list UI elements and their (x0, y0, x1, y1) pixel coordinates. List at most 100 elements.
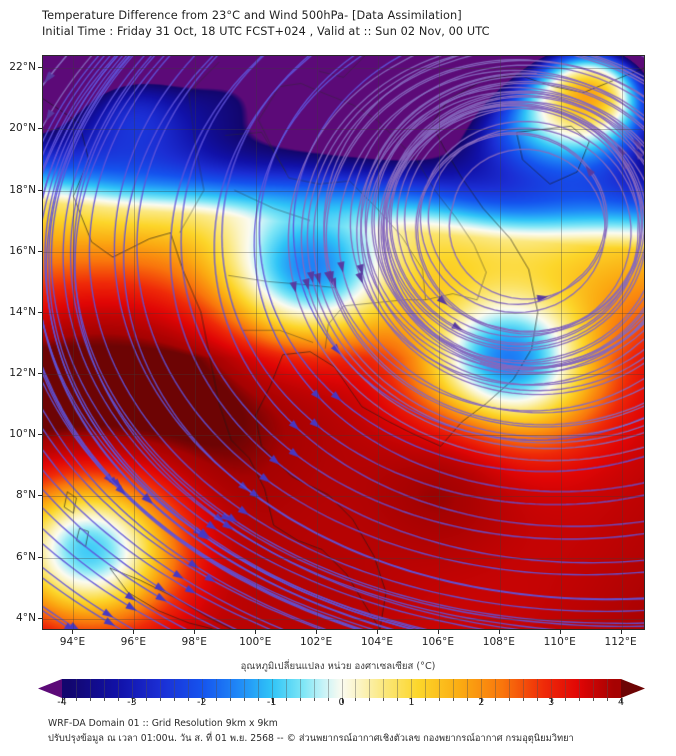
colorbar-seam (229, 679, 231, 698)
axis-label-lat: 16°N (9, 244, 36, 257)
gridline-lon (256, 56, 258, 629)
colorbar-seam (411, 679, 413, 698)
colorbar (38, 679, 645, 698)
colorbar-tick (397, 698, 399, 701)
colorbar-tick (621, 698, 622, 703)
figure-footer: WRF-DA Domain 01 :: Grid Resolution 9km … (48, 716, 668, 746)
axis-label-lon: 94°E (59, 636, 86, 648)
axis-tick-x (255, 630, 257, 634)
colorbar-seam (271, 679, 273, 698)
axis-tick-x (620, 630, 622, 634)
colorbar-tick (467, 698, 469, 701)
colorbar-tick (425, 698, 427, 701)
axis-label-lat: 6°N (16, 550, 36, 563)
axis-label-lat: 14°N (9, 305, 36, 318)
axis-tick-y (38, 434, 42, 436)
gridline-lon (317, 56, 319, 629)
colorbar-seam (313, 679, 315, 698)
gridline-lon (134, 56, 136, 629)
colorbar-tick (173, 698, 175, 701)
colorbar-seam (593, 679, 595, 698)
axis-label-lat: 10°N (9, 428, 36, 441)
colorbar-seam (341, 679, 343, 698)
colorbar-tick (103, 698, 105, 701)
colorbar-tick (607, 698, 609, 701)
colorbar-tick (593, 698, 595, 701)
axis-label-lon: 108°E (482, 636, 515, 648)
colorbar-tick-label: -2 (196, 697, 207, 708)
colorbar-seam (369, 679, 371, 698)
colorbar-tick (117, 698, 119, 701)
colorbar-tick-label: 2 (478, 697, 485, 708)
colorbar-seam (509, 679, 511, 698)
gridline-lat (43, 312, 644, 314)
colorbar-seam (299, 679, 301, 698)
colorbar-tick (243, 698, 245, 701)
colorbar-tick-label: 4 (617, 697, 625, 708)
colorbar-tick (187, 698, 189, 701)
title-line-2: Initial Time : Friday 31 Oct, 18 UTC FCS… (42, 25, 490, 38)
axis-tick-y (38, 373, 42, 375)
axis-label-lat: 12°N (9, 367, 36, 380)
axis-tick-x (72, 630, 74, 634)
colorbar-seam (537, 679, 539, 698)
axis-label-lat: 4°N (16, 611, 36, 624)
colorbar-label: อุณหภูมิเปลี่ยนแปลง หน่วย องศาเซลเซียส (… (240, 661, 436, 672)
axis-label-lon: 96°E (120, 636, 147, 648)
colorbar-body (62, 679, 621, 698)
gridline-lon (621, 56, 623, 629)
colorbar-tick (537, 698, 539, 701)
colorbar-gradient (62, 679, 621, 698)
axis-label-lat: 18°N (9, 183, 36, 196)
axis-tick-y (38, 250, 42, 252)
colorbar-seam (117, 679, 119, 698)
colorbar-seam (425, 679, 427, 698)
gridline-lat (43, 496, 644, 498)
colorbar-tick (439, 698, 441, 701)
colorbar-seam (159, 679, 161, 698)
colorbar-tick-label: 1 (408, 697, 415, 708)
colorbar-tick (145, 698, 147, 701)
colorbar-tick-label: -1 (266, 697, 277, 708)
axis-tick-y (38, 189, 42, 191)
colorbar-tick (201, 698, 203, 703)
colorbar-seam (607, 679, 609, 698)
colorbar-tick (565, 698, 567, 701)
axis-tick-y (38, 311, 42, 313)
colorbar-tick (313, 698, 315, 701)
axis-label-lon: 102°E (299, 636, 333, 648)
axis-tick-x (498, 630, 500, 634)
colorbar-tick (285, 698, 287, 701)
temperature-anomaly-heatmap (43, 56, 644, 629)
gridline-lat (43, 251, 644, 253)
colorbar-seam (285, 679, 287, 698)
colorbar-tick (159, 698, 161, 701)
gridline-lat (43, 129, 644, 131)
axis-tick-y (38, 556, 42, 558)
colorbar-tick (509, 698, 511, 701)
gridline-lon (195, 56, 197, 629)
colorbar-seam (481, 679, 483, 698)
colorbar-seam (397, 679, 399, 698)
gridline-lon (73, 56, 75, 629)
colorbar-seam (523, 679, 525, 698)
colorbar-seam (495, 679, 497, 698)
colorbar-seam (439, 679, 441, 698)
gridline-lat (43, 435, 644, 437)
colorbar-seam (89, 679, 91, 698)
colorbar-tick (299, 698, 301, 701)
colorbar-tick (341, 698, 343, 703)
gridline-lon (499, 56, 501, 629)
colorbar-seam (257, 679, 259, 698)
colorbar-over-arrow (621, 679, 645, 698)
axis-label-lat: 8°N (16, 489, 36, 502)
colorbar-tick (327, 698, 329, 701)
colorbar-seam (383, 679, 385, 698)
axis-tick-y (38, 495, 42, 497)
axis-tick-y (38, 67, 42, 69)
colorbar-segment-seams (62, 679, 621, 698)
colorbar-tick-label: 0 (338, 697, 345, 708)
axis-tick-x (133, 630, 135, 634)
axis-label-lon: 106°E (421, 636, 455, 648)
